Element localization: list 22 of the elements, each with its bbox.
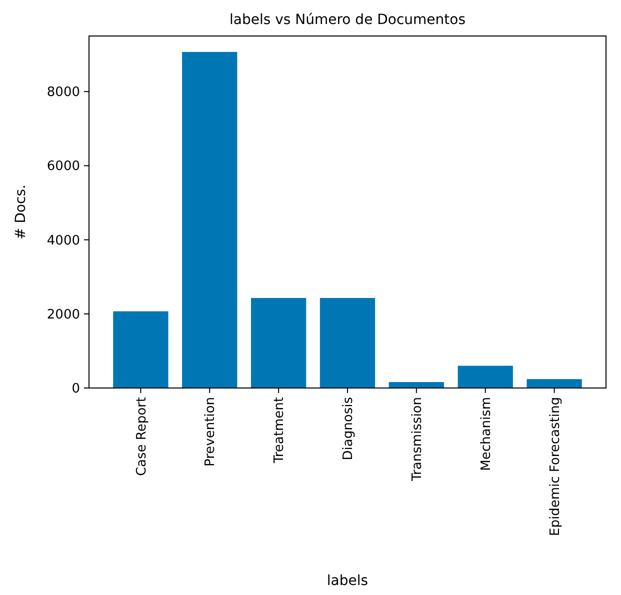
chart-title: labels vs Número de Documentos — [229, 12, 466, 28]
bar — [182, 52, 238, 388]
y-tick-label: 4000 — [46, 233, 80, 248]
x-axis-title: labels — [326, 573, 368, 589]
bar — [388, 382, 444, 388]
x-tick-label: Prevention — [203, 397, 218, 467]
bar — [320, 298, 376, 388]
bar — [458, 366, 513, 388]
y-tick-label: 8000 — [46, 85, 80, 100]
bar — [250, 298, 306, 388]
x-tick-label: Case Report — [134, 397, 150, 476]
x-tick-label: Treatment — [272, 397, 288, 464]
x-tick-label: Diagnosis — [341, 396, 356, 460]
bar — [526, 379, 582, 388]
y-tick-label: 6000 — [46, 159, 80, 174]
y-tick-label: 2000 — [46, 307, 80, 322]
x-tick-label: Transmission — [410, 397, 425, 482]
bar — [113, 311, 168, 388]
x-tick-label: Mechanism — [478, 397, 494, 471]
y-tick-label: 0 — [72, 382, 80, 397]
x-tick-label: Epidemic Forecasting — [548, 397, 563, 536]
y-axis-title: # Docs. — [13, 184, 29, 240]
